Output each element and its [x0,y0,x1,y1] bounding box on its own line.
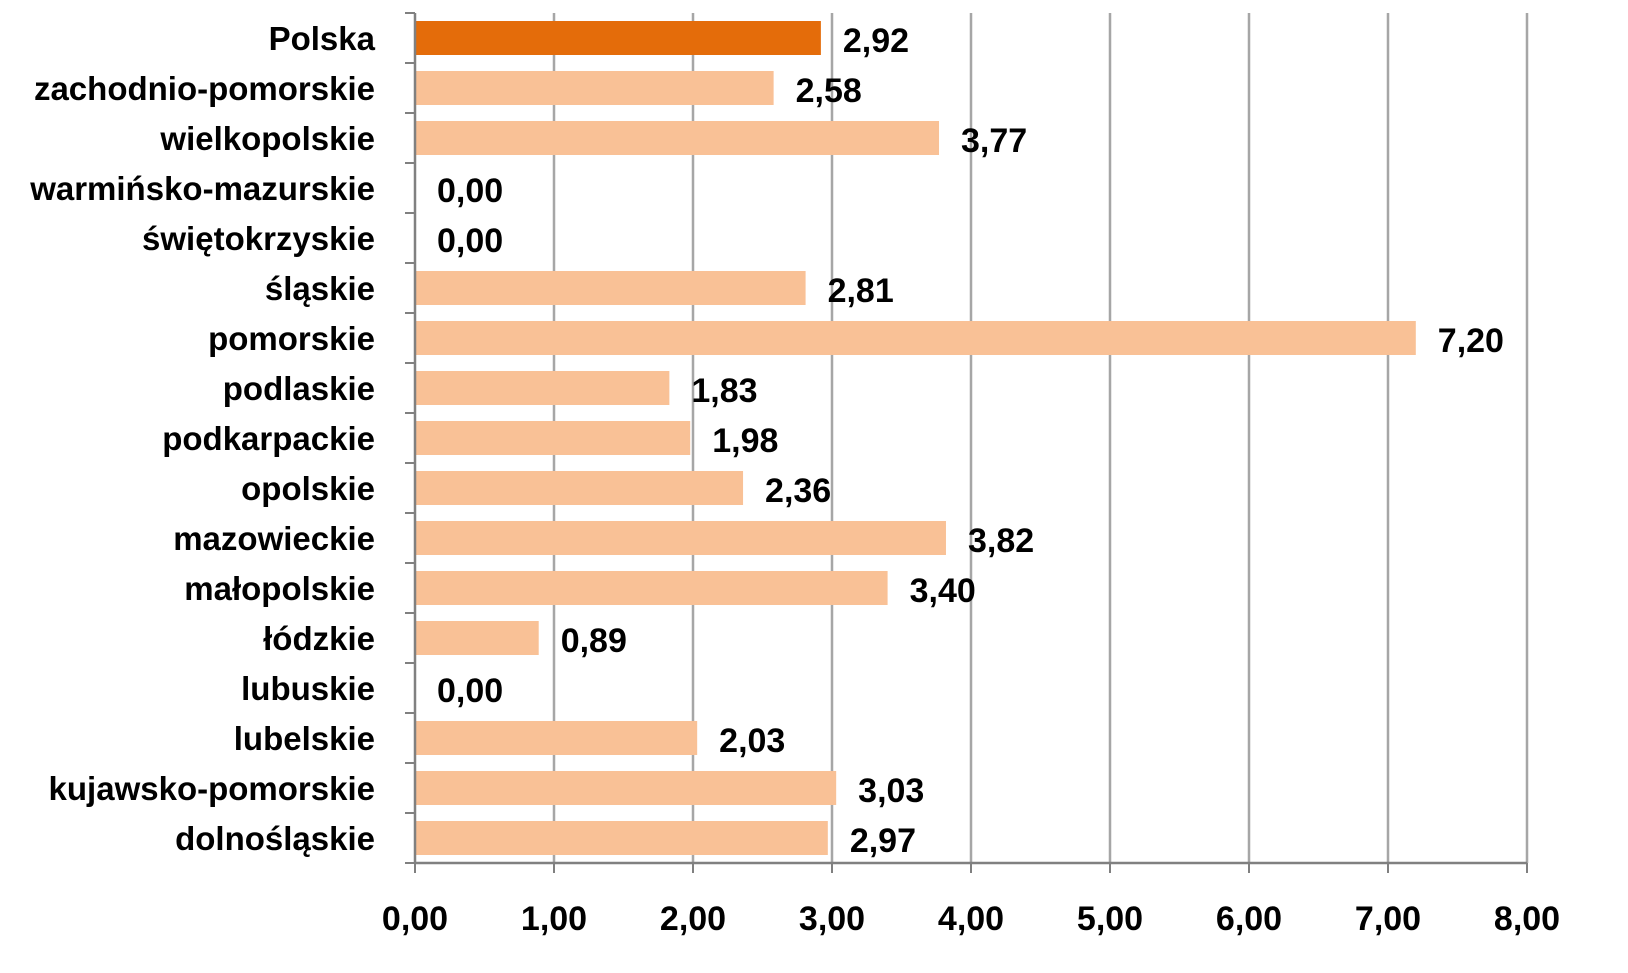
x-tick-label: 2,00 [660,900,726,938]
category-label: Polska [269,20,376,57]
data-label: 0,00 [437,222,503,260]
bar [416,721,698,755]
bar [416,821,828,855]
category-label: mazowieckie [173,520,375,557]
x-tick-label: 4,00 [938,900,1004,938]
x-tick-label: 5,00 [1077,900,1143,938]
data-label: 0,89 [561,622,627,660]
x-tick-label: 7,00 [1355,900,1421,938]
category-label: kujawsko-pomorskie [49,770,375,807]
axes [405,12,1528,873]
data-label: 2,58 [796,72,862,110]
data-label: 2,36 [765,472,831,510]
bar [416,371,670,405]
data-label: 3,77 [961,122,1027,160]
x-tick-label: 3,00 [799,900,865,938]
category-label: lubuskie [241,670,375,707]
category-label: opolskie [241,470,375,507]
category-label: zachodnio-pomorskie [34,70,375,107]
bar [416,421,691,455]
data-label: 0,00 [437,672,503,710]
bar [416,521,946,555]
category-label: dolnośląskie [175,820,375,857]
bar [416,321,1416,355]
x-tick-label: 8,00 [1494,900,1560,938]
data-label: 1,83 [691,372,757,410]
bar [416,471,744,505]
data-label: 2,03 [719,722,785,760]
data-label: 1,98 [712,422,778,460]
x-tick-label: 0,00 [382,900,448,938]
category-label: wielkopolskie [159,120,375,157]
bar [416,71,774,105]
bar-highlight [416,21,821,55]
data-label: 2,92 [843,22,909,60]
category-label: łódzkie [263,620,375,657]
category-label: lubelskie [234,720,375,757]
data-label: 3,82 [968,522,1034,560]
data-label: 2,97 [850,822,916,860]
x-tick-label: 6,00 [1216,900,1282,938]
category-label: podlaskie [223,370,375,407]
bar [416,771,837,805]
x-tick-label: 1,00 [521,900,587,938]
bar [416,121,940,155]
category-label: świętokrzyskie [142,220,375,257]
data-label: 2,81 [828,272,894,310]
bars [416,21,1416,855]
data-label: 7,20 [1438,322,1504,360]
data-label: 3,40 [910,572,976,610]
category-label: pomorskie [208,320,375,357]
category-label: podkarpackie [162,420,375,457]
data-label: 0,00 [437,172,503,210]
category-label: warmińsko-mazurskie [29,170,375,207]
data-label: 3,03 [858,772,924,810]
bar [416,571,888,605]
bar [416,271,806,305]
bar [416,621,539,655]
category-label: śląskie [265,270,375,307]
labels: 0,00 1,00 2,00 3,00 4,00 5,00 6,00 7,00 8,00 Pols… [29,20,1560,938]
category-label: małopolskie [184,570,375,607]
